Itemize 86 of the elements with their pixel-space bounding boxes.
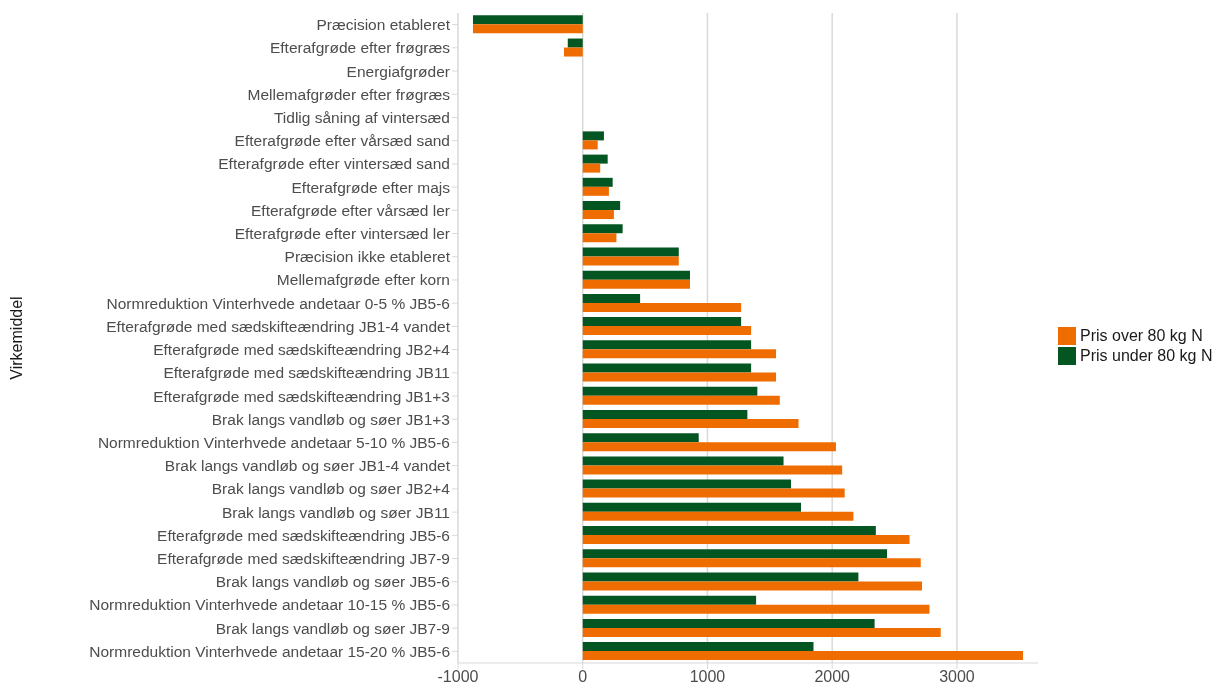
y-tick-label: Efterafgrøde efter vårsæd sand [234, 132, 450, 150]
bar [582, 535, 910, 545]
bar [582, 349, 777, 359]
y-tick-label: Efterafgrøde efter majs [291, 178, 451, 196]
y-tick-label: Præcision ikke etableret [284, 248, 451, 266]
y-tick-label: Efterafgrøde med sædskifteændring JB7-9 [157, 550, 450, 568]
y-tick-label: Præcision etableret [316, 16, 451, 34]
y-tick-label: Efterafgrøde med sædskifteændring JB5-6 [157, 526, 450, 544]
y-tick-label: Normreduktion Vinterhvede andetaar 15-20 % JB5-6 [89, 642, 450, 660]
y-tick-label: Normreduktion Vinterhvede andetaar 0-5 % JB5-6 [106, 294, 450, 312]
y-tick-label: Energiafgrøder [346, 62, 450, 80]
bar [582, 340, 752, 350]
bar [582, 511, 854, 521]
bar [582, 526, 876, 536]
bar [582, 224, 623, 234]
x-tick-label: 3000 [939, 668, 975, 686]
bar [567, 38, 583, 48]
bar [582, 163, 601, 173]
y-tick-label: Efterafgrøde med sædskifteændring JB2+4 [153, 341, 451, 359]
bar [582, 604, 930, 614]
y-tick-label: Efterafgrøde efter frøgræs [269, 39, 451, 57]
x-tick-label: 2000 [814, 668, 851, 686]
y-tick-label: Normreduktion Vinterhvede andetaar 5-10 % JB5-6 [97, 433, 450, 451]
bar [582, 326, 752, 336]
bar [582, 442, 836, 452]
bar [582, 177, 613, 187]
bar [472, 24, 583, 34]
bar [582, 456, 784, 466]
bar [582, 256, 679, 266]
bar [582, 651, 1024, 661]
y-tick-label: Brak langs vandløb og søer JB7-9 [215, 619, 450, 637]
bar [582, 386, 758, 396]
bar [582, 558, 921, 568]
bar [582, 627, 941, 637]
y-tick-label: Brak langs vandløb og søer JB1+3 [211, 410, 450, 428]
bar [582, 433, 699, 443]
bar [582, 465, 843, 475]
bar [582, 479, 792, 489]
y-tick-label: Efterafgrøde efter vintersæd sand [218, 155, 450, 173]
bar [472, 15, 583, 25]
bar [582, 418, 799, 428]
bar [582, 618, 875, 628]
y-tick-label: Brak langs vandløb og søer JB5-6 [215, 573, 450, 591]
y-tick-label: Efterafgrøde med sædskifteændring JB1-4 vandet [106, 317, 451, 335]
y-tick-label: Efterafgrøde med sædskifteændring JB1+3 [153, 387, 450, 405]
y-tick-label: Brak langs vandløb og søer JB11 [221, 503, 450, 521]
x-tick-label: -1000 [437, 668, 479, 686]
bar [582, 210, 614, 220]
bar [582, 279, 690, 289]
legend-label: Pris over 80 kg N [1080, 327, 1203, 345]
bar [582, 293, 641, 303]
bar [582, 372, 777, 382]
bar [582, 140, 598, 150]
bar [582, 131, 604, 141]
bar [582, 317, 742, 327]
bar [582, 642, 814, 652]
y-tick-label: Efterafgrøde med sædskifteændring JB11 [163, 364, 450, 382]
bar [582, 502, 802, 512]
y-tick-label: Efterafgrøde efter vårsæd ler [251, 201, 450, 219]
bar [582, 201, 621, 211]
y-tick-label: Tidlig såning af vintersæd [273, 108, 450, 126]
bar [582, 572, 859, 582]
legend-label: Pris under 80 kg N [1080, 347, 1213, 365]
bar [582, 549, 888, 559]
x-tick-label: 1000 [689, 668, 726, 686]
bar [582, 595, 757, 605]
bar [582, 488, 845, 498]
bar [564, 47, 583, 57]
bar [582, 270, 690, 280]
bar [582, 409, 748, 419]
bar [582, 247, 679, 257]
y-tick-label: Efterafgrøde efter vintersæd ler [234, 225, 450, 243]
y-tick-label: Brak langs vandløb og søer JB1-4 vandet [164, 457, 451, 475]
bar [582, 302, 742, 312]
y-axis-title: Virkemiddel [7, 296, 25, 380]
y-tick-label: Brak langs vandløb og søer JB2+4 [211, 480, 451, 498]
y-tick-label: Mellemafgrøder efter frøgræs [247, 85, 451, 103]
bar [582, 395, 780, 405]
y-tick-label: Mellemafgrøde efter korn [276, 271, 450, 289]
bar [582, 186, 609, 196]
bar [582, 233, 617, 243]
bar [582, 154, 608, 164]
x-tick-label: 0 [578, 668, 588, 686]
y-tick-label: Normreduktion Vinterhvede andetaar 10-15 % JB5-6 [89, 596, 450, 614]
bar [582, 363, 752, 373]
bar [582, 581, 922, 591]
